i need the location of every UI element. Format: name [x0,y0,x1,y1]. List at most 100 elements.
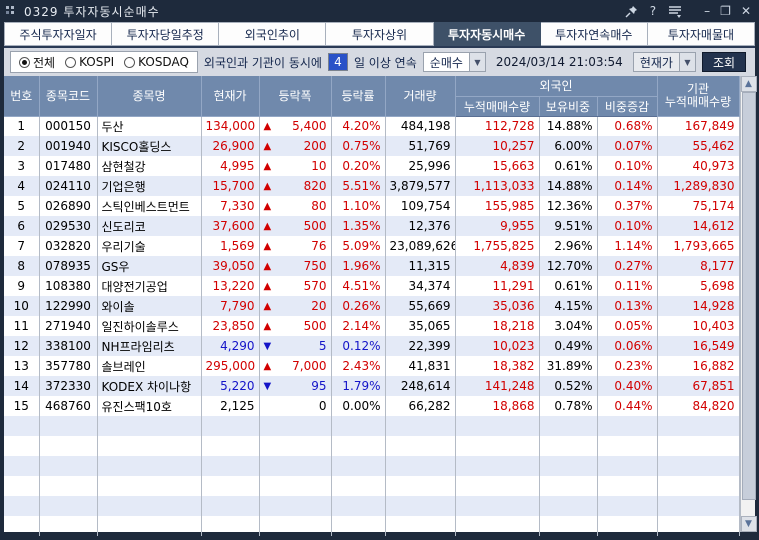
col-price[interactable]: 현재가 [201,76,260,117]
col-change[interactable]: 등락폭 [259,76,332,117]
cell-no: 9 [4,276,40,296]
days-input[interactable] [327,53,348,71]
cell-no: 1 [4,116,40,136]
table-area: 번호 종목코드 종목명 현재가 등락폭 등락률 거래량 외국인 기관 누적매매수… [4,76,757,536]
window-title: 0329 투자자동시순매수 [24,4,160,19]
col-volume[interactable]: 거래량 [385,76,456,117]
col-foreign-delta[interactable]: 비중증감 [597,96,658,117]
cell-inst-accum: 167,849 [657,116,740,136]
cell-foreign-hold: 12.36% [539,196,598,216]
table-row[interactable]: 3 017480 삼현철강 4,995 ▲ 10 0.20% 25,996 15,663 0.61… [4,156,740,176]
col-no[interactable]: 번호 [4,76,40,117]
empty-cell [539,496,598,516]
col-foreign-accum[interactable]: 누적매매수량 [455,96,540,117]
table-row[interactable]: 9 108380 대양전기공업 13,220 ▲ 570 4.51% 34,374 11,291… [4,276,740,296]
cell-foreign-delta: 0.13% [597,296,658,316]
title-bar: 0329 투자자동시순매수 ? – ❐ ✕ [0,0,759,22]
table-row[interactable]: 13 357780 솔브레인 295,000 ▲ 7,000 2.43% 41,831 18,3… [4,356,740,376]
col-change-rate[interactable]: 등락률 [331,76,386,117]
empty-cell [657,516,740,536]
cell-no: 10 [4,296,40,316]
market-radio-group: 전체 KOSPI KOSDAQ [10,51,198,73]
col-inst-accum[interactable]: 기관 누적매매수량 [657,76,740,117]
close-icon[interactable]: ✕ [740,4,751,18]
empty-cell [4,496,40,516]
empty-cell [597,516,658,536]
tab-1[interactable]: 투자자당일추정 [112,22,220,46]
cell-no: 7 [4,236,40,256]
cell-change: ▲ 200 [259,136,332,156]
radio-1[interactable]: KOSPI [65,55,114,69]
tab-5[interactable]: 투자자연속매수 [540,22,648,46]
radio-2[interactable]: KOSDAQ [124,55,189,69]
cell-foreign-hold: 0.49% [539,336,598,356]
tab-3[interactable]: 투자자상위 [326,22,434,46]
tab-0[interactable]: 주식투자자일자 [4,22,113,46]
stock-table: 번호 종목코드 종목명 현재가 등락폭 등락률 거래량 외국인 기관 누적매매수… [4,76,740,536]
scroll-down-icon[interactable]: ▼ [740,516,757,532]
empty-cell [455,516,540,536]
cell-price: 37,600 [201,216,260,236]
cell-volume: 66,282 [385,396,456,416]
scrollbar-thumb[interactable] [741,92,756,500]
cell-name: 대양전기공업 [97,276,202,296]
cell-inst-accum: 16,882 [657,356,740,376]
table-row[interactable]: 15 468760 유진스팩10호 2,125 0 0.00% 66,282 18,868 0.… [4,396,740,416]
radio-0[interactable]: 전체 [19,54,55,71]
pin-icon[interactable] [625,5,638,18]
cell-price: 13,220 [201,276,260,296]
help-icon[interactable]: ? [649,4,657,18]
cell-foreign-accum: 9,955 [455,216,540,236]
table-row[interactable]: 4 024110 기업은행 15,700 ▲ 820 5.51% 3,879,577 1,113… [4,176,740,196]
empty-row [4,436,740,456]
cell-volume: 34,374 [385,276,456,296]
cell-volume: 22,399 [385,336,456,356]
table-row[interactable]: 12 338100 NH프라임리츠 4,290 ▼ 5 0.12% 22,399 10,023 0… [4,336,740,356]
cell-inst-accum: 16,549 [657,336,740,356]
query-button[interactable]: 조회 [701,52,747,72]
table-row[interactable]: 1 000150 두산 134,000 ▲ 5,400 4.20% 484,198 112,72… [4,116,740,136]
col-foreign-group: 외국인 [455,76,658,97]
cell-no: 5 [4,196,40,216]
menu-icon[interactable] [668,5,682,18]
col-foreign-hold[interactable]: 보유비중 [539,96,598,117]
table-row[interactable]: 5 026890 스틱인베스트먼트 7,330 ▲ 80 1.10% 109,754 155,9… [4,196,740,216]
tab-4[interactable]: 투자자동시매수 [433,22,541,46]
table-row[interactable]: 7 032820 우리기술 1,569 ▲ 76 5.09% 23,089,626 1,755,… [4,236,740,256]
cell-foreign-delta: 0.23% [597,356,658,376]
cell-volume: 3,879,577 [385,176,456,196]
time-value: 21:03:54 [568,55,623,69]
cell-name: 기업은행 [97,176,202,196]
cell-foreign-accum: 141,248 [455,376,540,396]
table-row[interactable]: 6 029530 신도리코 37,600 ▲ 500 1.35% 12,376 9,955 9.5… [4,216,740,236]
netbuy-mode-select[interactable]: 순매수 ▼ [422,52,486,72]
col-code[interactable]: 종목코드 [39,76,98,117]
price-type-select[interactable]: 현재가 ▼ [632,52,696,72]
cell-code: 024110 [39,176,98,196]
tab-2[interactable]: 외국인추이 [219,22,327,46]
arrow-up-icon: ▲ [263,160,272,172]
scroll-up-icon[interactable]: ▲ [740,76,757,92]
empty-cell [455,496,540,516]
maximize-icon[interactable]: ❐ [720,4,731,18]
empty-cell [97,436,202,456]
empty-row [4,416,740,436]
price-type-value: 현재가 [639,55,673,70]
cell-inst-accum: 67,851 [657,376,740,396]
table-row[interactable]: 14 372330 KODEX 차이나항 5,220 ▼ 95 1.79% 248,614 14… [4,376,740,396]
tab-6[interactable]: 투자자매물대 [647,22,755,46]
cell-foreign-accum: 11,291 [455,276,540,296]
col-name[interactable]: 종목명 [97,76,202,117]
table-row[interactable]: 2 001940 KISCO홀딩스 26,900 ▲ 200 0.75% 51,769 10,2… [4,136,740,156]
table-row[interactable]: 10 122990 와이솔 7,790 ▲ 20 0.26% 55,669 35,036 4.15… [4,296,740,316]
minimize-icon[interactable]: – [704,4,711,18]
table-row[interactable]: 11 271940 일진하이솔루스 23,850 ▲ 500 2.14% 35,065 18,2… [4,316,740,336]
table-row[interactable]: 8 078935 GS우 39,050 ▲ 750 1.96% 11,315 4,839 12.7… [4,256,740,276]
empty-cell [331,476,386,496]
empty-cell [539,516,598,536]
vertical-scrollbar[interactable]: ▲ ▼ [739,76,757,532]
cell-no: 15 [4,396,40,416]
empty-row [4,496,740,516]
cell-foreign-hold: 9.51% [539,216,598,236]
empty-cell [4,436,40,456]
